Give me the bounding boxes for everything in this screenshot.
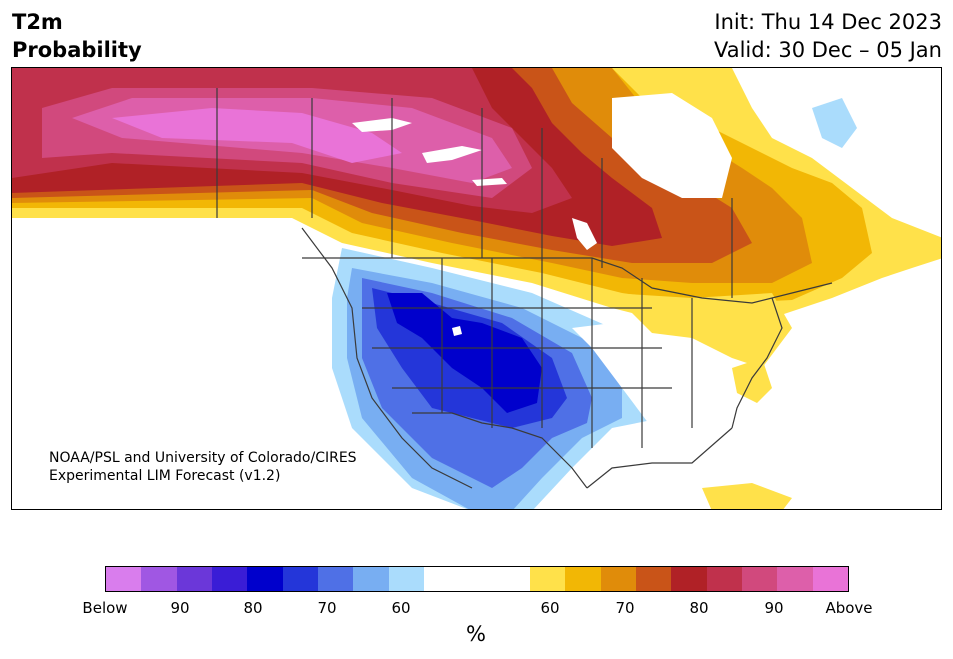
cold-band-90 (387, 293, 542, 413)
colorbar-tick-label: 90 (764, 599, 784, 617)
great-bear-lake (352, 118, 412, 132)
colorbar-below-segment (211, 567, 248, 591)
colorbar-above-segment (600, 567, 636, 591)
credit-line-1: NOAA/PSL and University of Colorado/CIRE… (49, 450, 357, 466)
coastline-gulf (586, 427, 733, 489)
map-canvas (12, 68, 941, 509)
colorbar-above-segment (812, 567, 848, 591)
colorbar-below-segment (141, 567, 177, 591)
florida-yellow (732, 358, 772, 403)
cuba-yellow (702, 483, 792, 509)
canada-us-border (302, 257, 833, 304)
great-lakes-yellow (612, 293, 792, 368)
colorbar-below-segment (106, 567, 142, 591)
title-line-type: Probability (12, 38, 142, 62)
valid-dates: Valid: 30 Dec – 05 Jan (713, 38, 942, 62)
colorbar-tick-label: 90 (170, 599, 190, 617)
colorbar-below-segment (353, 567, 389, 591)
colorbar-tick-label: 60 (391, 599, 411, 617)
map-title: T2m Probability (12, 8, 142, 64)
us-mexico-border (412, 412, 588, 489)
colorbar-tick-label: Above (825, 599, 873, 617)
colorbar-above-segment (671, 567, 707, 591)
colorbar-tick-label: 80 (689, 599, 709, 617)
credit-line-2: Experimental LIM Forecast (v1.2) (49, 468, 281, 484)
colorbar-tick-label: Below (82, 599, 128, 617)
northeast-land-neutral (732, 68, 941, 238)
colorbar-tick-label: 80 (243, 599, 263, 617)
init-date: Init: Thu 14 Dec 2023 (714, 10, 942, 34)
warm-band-core-3 (112, 108, 402, 163)
lake-winnipeg (572, 218, 597, 250)
great-salt-lake (452, 326, 462, 336)
hudson-bay (612, 93, 732, 198)
great-slave-lake (422, 146, 482, 163)
colorbar-neutral-segment (423, 567, 530, 591)
title-line-variable: T2m (12, 10, 63, 34)
credit-text: NOAA/PSL and University of Colorado/CIRE… (49, 449, 357, 485)
colorbar-below-segment (282, 567, 318, 591)
colorbar-above-segment (529, 567, 566, 591)
coastline-west (301, 227, 473, 489)
colorbar (105, 566, 849, 592)
political-borders (216, 88, 833, 489)
colorbar-above-segment (741, 567, 778, 591)
colorbar-below-segment (388, 567, 424, 591)
colorbar-above-segment (777, 567, 813, 591)
colorbar-above-segment (706, 567, 742, 591)
forecast-dates: Init: Thu 14 Dec 2023 Valid: 30 Dec – 05… (714, 8, 942, 64)
forecast-map (11, 67, 942, 510)
colorbar-tick-label: 70 (615, 599, 635, 617)
colorbar-above-segment (565, 567, 601, 591)
lake-athabasca (472, 178, 507, 186)
colorbar-tick-label: 60 (540, 599, 560, 617)
colorbar-below-segment (317, 567, 354, 591)
colorbar-tick-label: 70 (317, 599, 337, 617)
labrador-cold (812, 98, 857, 148)
coastline-east (731, 297, 783, 429)
colorbar-unit: % (466, 622, 486, 646)
colorbar-below-segment (247, 567, 283, 591)
colorbar-below-segment (176, 567, 212, 591)
southeast-neutral (572, 318, 772, 468)
colorbar-above-segment (635, 567, 672, 591)
